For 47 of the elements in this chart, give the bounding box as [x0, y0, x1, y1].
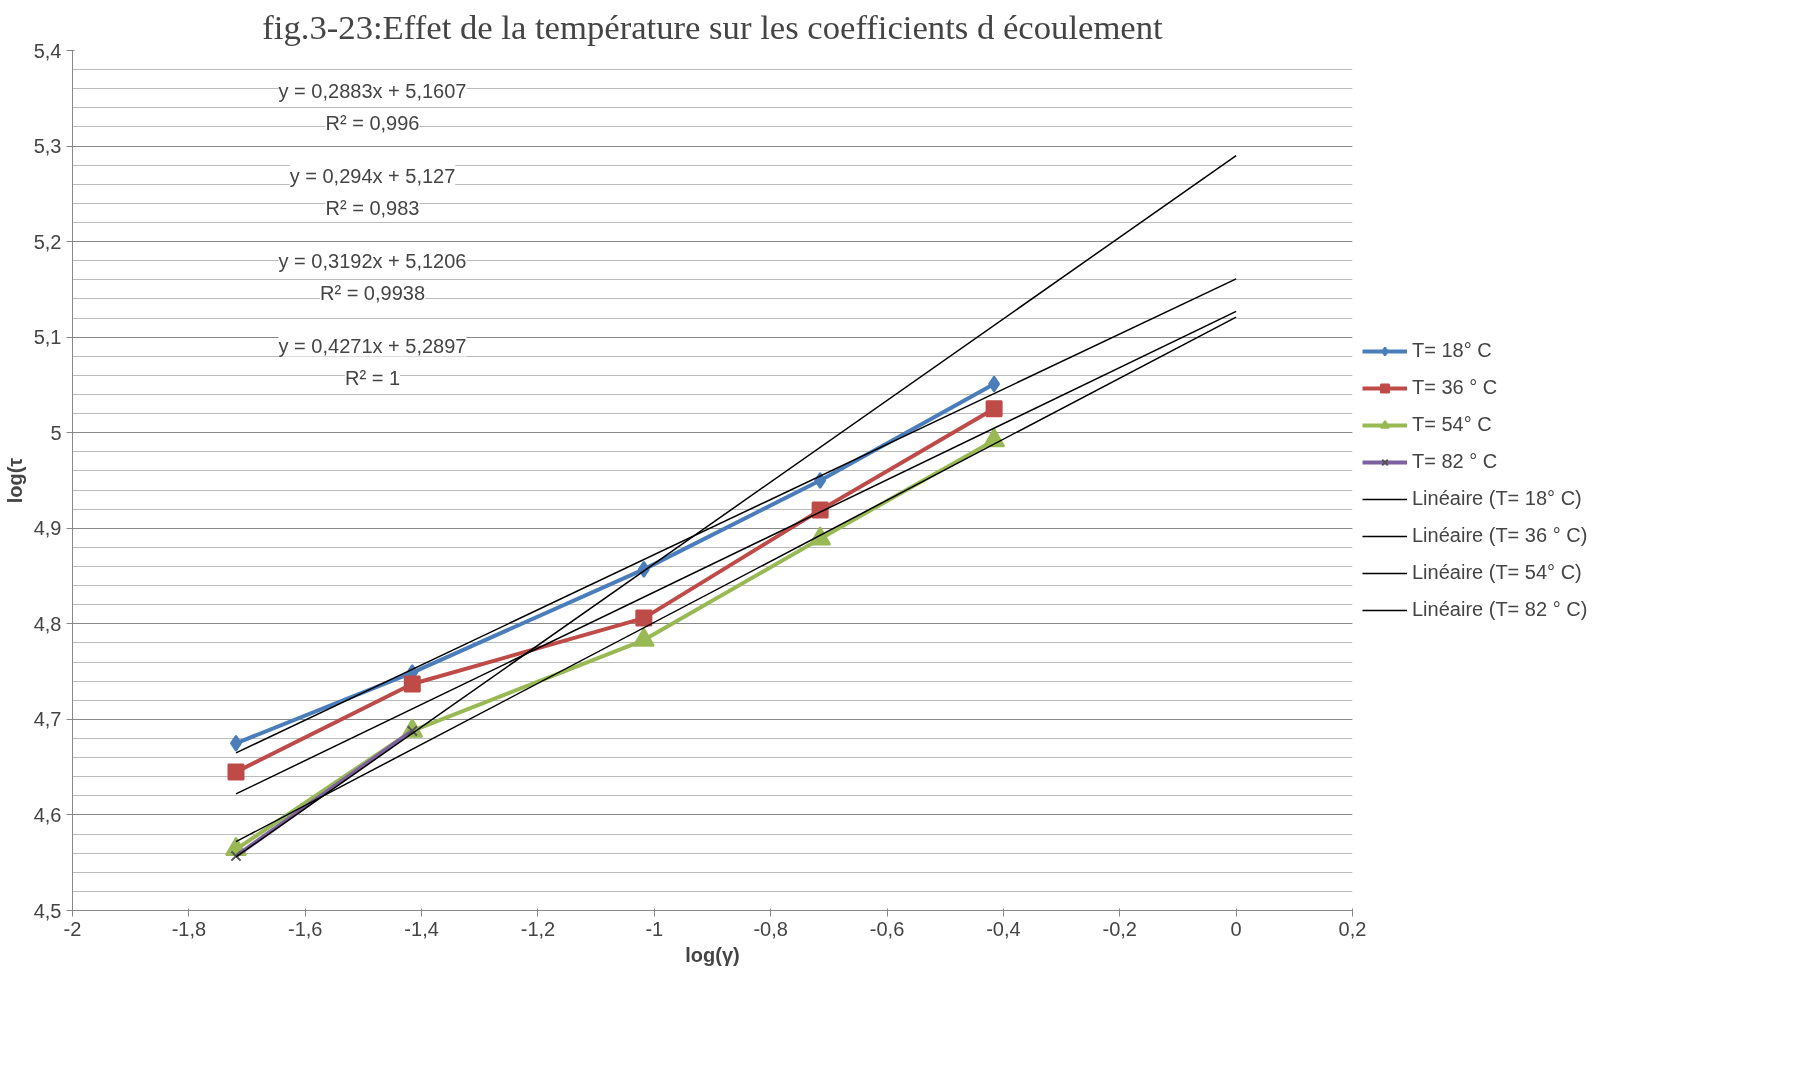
x-tick-label: -0,2	[1102, 917, 1138, 940]
annotation: y = 0,4271x + 5,2897	[278, 334, 467, 357]
y-tick-label: 5,3	[33, 135, 62, 158]
point	[985, 400, 1003, 418]
y-tick-label: 5,4	[33, 39, 62, 62]
legend-label: T= 82 ° C	[1412, 450, 1498, 473]
point	[403, 675, 421, 693]
chart-title: fig.3-23:Effet de la température sur les coefficients d écoulement	[262, 7, 1164, 46]
legend-label: T= 54° C	[1412, 413, 1492, 436]
x-tick-label: -0,8	[753, 917, 788, 940]
y-tick-label: 4,8	[33, 612, 62, 635]
x-axis-title: log(γ)	[685, 943, 740, 966]
x-tick-label: -2	[63, 917, 82, 940]
annotation: R² = 0,983	[325, 196, 420, 219]
annotation: y = 0,3192x + 5,1206	[278, 249, 467, 272]
annotation: R² = 0,996	[325, 111, 420, 134]
point	[227, 763, 245, 781]
x-tick-label: -1	[645, 917, 664, 940]
y-axis-title: log(τ	[3, 457, 26, 504]
legend-label: Linéaire (T= 36 ° C)	[1412, 524, 1588, 547]
legend-label: Linéaire (T= 82 ° C)	[1412, 598, 1588, 621]
annotation: R² = 1	[344, 366, 401, 389]
x-tick-label: 0,2	[1338, 917, 1367, 940]
x-tick-label: -1,8	[171, 917, 207, 940]
point	[988, 375, 1001, 393]
y-tick-label: 5	[50, 421, 62, 444]
x-tick-label: -1,4	[404, 917, 439, 940]
y-tick-label: 4,5	[33, 899, 62, 922]
annotation: y = 0,294x + 5,127	[289, 164, 456, 187]
y-tick-label: 4,9	[33, 517, 62, 540]
point	[229, 734, 242, 752]
x-tick-label: 0	[1230, 917, 1242, 940]
x-tick-label: -0,6	[869, 917, 905, 940]
annotation: y = 0,2883x + 5,1607	[278, 79, 467, 102]
legend-label: T= 18° C	[1412, 339, 1492, 362]
annotation: R² = 0,9938	[319, 281, 426, 304]
y-tick-label: 5,1	[33, 326, 62, 349]
legend-label: Linéaire (T= 54° C)	[1412, 561, 1582, 584]
legend-label: Linéaire (T= 18° C)	[1412, 487, 1582, 510]
x-tick-label: -1,6	[288, 917, 323, 940]
point	[635, 609, 653, 627]
y-tick-label: 5,2	[33, 230, 62, 253]
x-tick-label: -0,4	[986, 917, 1021, 940]
legend-label: T= 36 ° C	[1412, 376, 1498, 399]
x-tick-label: -1,2	[520, 917, 556, 940]
y-tick-label: 4,7	[33, 708, 62, 731]
y-tick-label: 4,6	[33, 803, 62, 826]
